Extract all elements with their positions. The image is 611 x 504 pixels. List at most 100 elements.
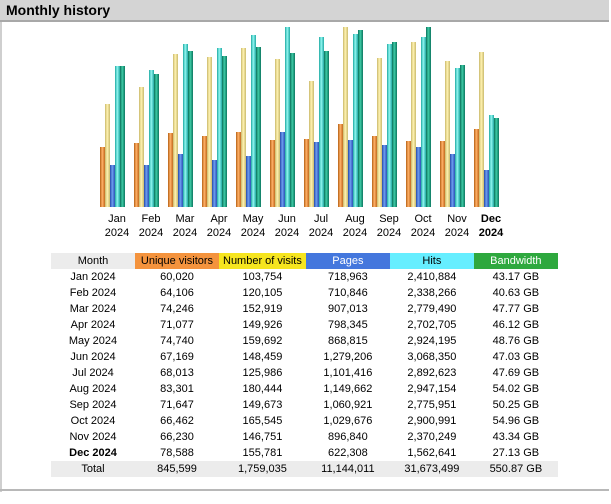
- table-row: Sep 2024 71,647 149,673 1,060,921 2,775,…: [51, 397, 558, 413]
- x-tick-label-month: Jan: [108, 213, 126, 225]
- cell-month: Nov 2024: [69, 431, 117, 443]
- bar-unique-visitors: [168, 133, 173, 207]
- bar-bandwidth: [324, 51, 329, 207]
- bar-visits: [445, 61, 450, 207]
- header-bandwidth: Bandwidth: [473, 253, 558, 269]
- bar-unique-visitors: [202, 136, 207, 207]
- total-unique-visitors: 845,599: [135, 461, 219, 477]
- x-tick-label-year: 2024: [105, 227, 129, 239]
- bar-pages: [246, 156, 251, 207]
- bar-unique-visitors: [236, 132, 241, 207]
- header-unique-visitors: Unique visitors: [135, 253, 219, 269]
- bar-bandwidth: [358, 30, 363, 207]
- bar-hits: [285, 27, 290, 207]
- cell-pages: 718,963: [327, 271, 368, 283]
- x-tick-label-month: Mar: [176, 213, 195, 225]
- table-total-row: Total 845,599 1,759,035 11,144,011 31,67…: [51, 461, 558, 477]
- cell-bandwidth: 54.96 GB: [492, 415, 540, 427]
- x-tick-label-year: 2024: [139, 227, 163, 239]
- bar-unique-visitors: [338, 124, 343, 207]
- cell-visits: 149,926: [242, 319, 283, 331]
- cell-bandwidth: 43.34 GB: [492, 431, 540, 443]
- bar-bandwidth: [392, 42, 397, 207]
- x-tick-label-month: Oct: [414, 213, 431, 225]
- total-bandwidth: 550.87 GB: [473, 461, 558, 477]
- bar-pages: [314, 142, 319, 207]
- cell-month: Jan 2024: [70, 271, 116, 283]
- x-tick-label-year: 2024: [343, 227, 367, 239]
- bar-pages: [348, 140, 353, 207]
- bar-bandwidth: [120, 66, 125, 207]
- x-tick-label-year: 2024: [275, 227, 299, 239]
- bar-visits: [479, 52, 484, 207]
- x-tick-label-year: 2024: [241, 227, 265, 239]
- cell-bandwidth: 54.02 GB: [492, 383, 540, 395]
- bar-pages: [416, 147, 421, 207]
- cell-month: Feb 2024: [69, 287, 117, 299]
- bar-unique-visitors: [440, 141, 445, 207]
- bar-hits: [489, 115, 494, 207]
- bar-hits: [149, 70, 154, 207]
- cell-bandwidth: 50.25 GB: [492, 399, 540, 411]
- cell-month: Jun 2024: [70, 351, 116, 363]
- bar-hits: [455, 68, 460, 207]
- cell-month: May 2024: [68, 335, 118, 347]
- bar-unique-visitors: [134, 143, 139, 207]
- cell-visits: 152,919: [242, 303, 283, 315]
- bar-hits: [319, 37, 324, 207]
- bar-hits: [387, 44, 392, 207]
- cell-unique-visitors: 66,230: [160, 431, 194, 443]
- bar-visits: [377, 58, 382, 207]
- header-month: Month: [51, 253, 135, 269]
- header-visits: Number of visits: [219, 253, 306, 269]
- header-pages: Pages: [305, 253, 390, 269]
- x-tick-label-month: Nov: [447, 213, 467, 225]
- cell-pages: 907,013: [327, 303, 368, 315]
- table-row-current-month: Dec 2024 78,588 155,781 622,308 1,562,64…: [51, 445, 558, 461]
- cell-hits: 1,562,641: [407, 447, 457, 459]
- cell-pages: 622,308: [327, 447, 368, 459]
- cell-unique-visitors: 67,169: [160, 351, 194, 363]
- bar-pages: [212, 160, 217, 207]
- bar-unique-visitors: [406, 141, 411, 207]
- cell-pages: 868,815: [327, 335, 368, 347]
- cell-pages: 798,345: [327, 319, 368, 331]
- cell-unique-visitors: 83,301: [160, 383, 194, 395]
- x-tick-label-month: Aug: [345, 213, 365, 225]
- bar-visits: [105, 104, 110, 207]
- bar-unique-visitors: [100, 147, 105, 207]
- bar-visits: [207, 57, 212, 207]
- header-hits: Hits: [389, 253, 474, 269]
- cell-hits: 2,338,266: [407, 287, 457, 299]
- bar-bandwidth: [426, 27, 431, 207]
- bar-visits: [241, 48, 246, 207]
- x-tick-label-year: 2024: [411, 227, 435, 239]
- panel-border: [0, 22, 2, 492]
- cell-bandwidth: 43.17 GB: [492, 271, 540, 283]
- cell-pages: 710,846: [327, 287, 368, 299]
- bar-visits: [343, 27, 348, 207]
- cell-bandwidth: 27.13 GB: [492, 447, 540, 459]
- cell-pages: 896,840: [327, 431, 368, 443]
- cell-month: Oct 2024: [70, 415, 116, 427]
- cell-visits: 148,459: [242, 351, 283, 363]
- x-tick-label-month: Apr: [210, 213, 227, 225]
- cell-month: Dec 2024: [69, 447, 117, 459]
- x-tick-label-month: Feb: [142, 213, 161, 225]
- panel-title: Monthly history: [6, 2, 111, 18]
- cell-bandwidth: 46.12 GB: [492, 319, 540, 331]
- x-tick-label-month: Jul: [314, 213, 328, 225]
- bar-bandwidth: [290, 53, 295, 207]
- cell-visits: 159,692: [242, 335, 283, 347]
- x-tick-label-month: Jun: [278, 213, 296, 225]
- table-row: Nov 2024 66,230 146,751 896,840 2,370,24…: [51, 429, 558, 445]
- cell-hits: 2,370,249: [407, 431, 457, 443]
- table-row: Oct 2024 66,462 165,545 1,029,676 2,900,…: [51, 413, 558, 429]
- x-tick-label-year: 2024: [207, 227, 231, 239]
- table-row: Jan 2024 60,020 103,754 718,963 2,410,88…: [51, 269, 558, 285]
- cell-month: Sep 2024: [69, 399, 117, 411]
- cell-visits: 180,444: [242, 383, 283, 395]
- x-tick-label-year: 2024: [377, 227, 401, 239]
- table-row: May 2024 74,740 159,692 868,815 2,924,19…: [51, 333, 558, 349]
- table-row: Jun 2024 67,169 148,459 1,279,206 3,068,…: [51, 349, 558, 365]
